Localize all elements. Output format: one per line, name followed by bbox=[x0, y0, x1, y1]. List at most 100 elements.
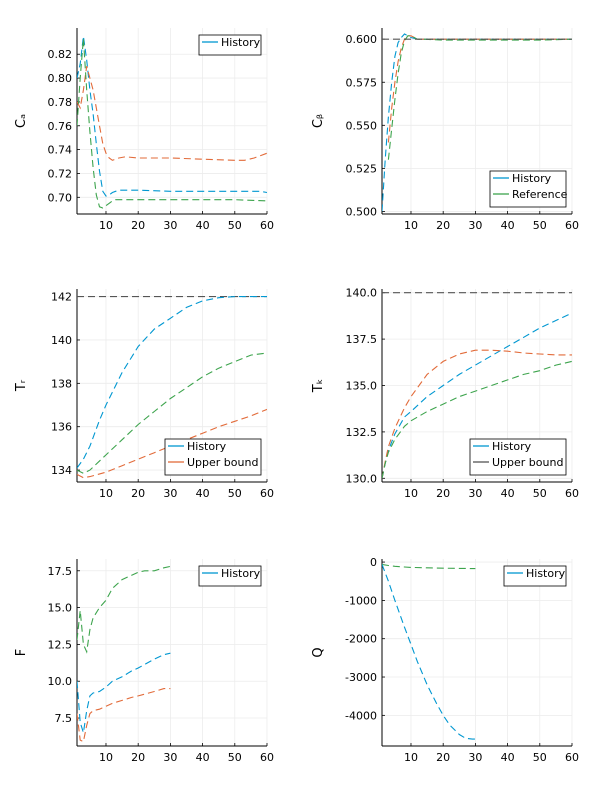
y-tick-label: 0.500 bbox=[346, 205, 378, 218]
y-tick-label: 0.600 bbox=[346, 33, 378, 46]
plot-Q: 10 20 30 40 50 60 0 -1000 -2000 -3000 -4000 Q Histor… bbox=[311, 556, 579, 764]
y-tick-label: 0.70 bbox=[48, 191, 73, 204]
x-tick-label: 40 bbox=[196, 219, 210, 232]
y-tick-label: 134 bbox=[51, 464, 72, 477]
y-tick-label: 0.76 bbox=[48, 120, 73, 133]
series-line-blue bbox=[382, 312, 572, 479]
legend-label: Upper bound bbox=[187, 456, 258, 469]
y-tick-label: 12.5 bbox=[48, 638, 73, 651]
y-axis-label: Q bbox=[311, 647, 326, 657]
plot-Tr: 10 20 30 40 50 60 134 136 138 140 142 Tᵣ History Uppe… bbox=[14, 289, 274, 500]
series-line-blue bbox=[77, 652, 171, 733]
y-tick-label: 0.72 bbox=[48, 167, 73, 180]
x-tick-label: 10 bbox=[404, 751, 418, 764]
legend-label: Reference bbox=[512, 188, 568, 201]
x-tick-label: 50 bbox=[533, 219, 547, 232]
legend-box bbox=[164, 438, 262, 476]
y-tick-label: 7.5 bbox=[55, 712, 73, 725]
y-tick-label: 0.525 bbox=[346, 162, 378, 175]
x-tick-label: 30 bbox=[468, 751, 482, 764]
x-tick-label: 50 bbox=[228, 219, 242, 232]
legend: History Upper bound bbox=[164, 438, 262, 476]
x-tick-label: 50 bbox=[228, 487, 242, 500]
y-tick-label: 17.5 bbox=[48, 565, 73, 578]
y-tick-label: 0 bbox=[370, 556, 377, 569]
y-tick-label: 0.82 bbox=[48, 48, 73, 61]
x-tick-label: 60 bbox=[260, 751, 274, 764]
legend-label: History bbox=[187, 440, 227, 453]
plot-Cbeta: 10 20 30 40 50 60 0.500 0.525 0.550 0.575 0.600 Cᵦ H… bbox=[311, 28, 579, 232]
x-tick-label: 60 bbox=[260, 219, 274, 232]
x-tick-label: 40 bbox=[501, 751, 515, 764]
legend-box bbox=[503, 565, 567, 587]
series-line-orange bbox=[382, 349, 572, 479]
series-line-green bbox=[382, 360, 572, 479]
x-tick-label: 60 bbox=[565, 751, 579, 764]
y-axis-label: F bbox=[14, 649, 29, 656]
x-tick-label: 40 bbox=[501, 219, 515, 232]
x-tick-label: 30 bbox=[163, 487, 177, 500]
legend-label: Upper bound bbox=[492, 456, 563, 469]
x-tick-label: 50 bbox=[533, 751, 547, 764]
y-tick-label: 138 bbox=[51, 377, 72, 390]
legend: History bbox=[198, 34, 262, 56]
x-tick-label: 10 bbox=[99, 219, 113, 232]
x-tick-label: 40 bbox=[501, 487, 515, 500]
legend: History bbox=[198, 565, 262, 587]
x-tick-label: 40 bbox=[196, 487, 210, 500]
x-tick-label: 10 bbox=[99, 487, 113, 500]
x-tick-label: 10 bbox=[99, 751, 113, 764]
plot-F: 10 20 30 40 50 60 7.5 10.0 12.5 15.0 17.5 F History bbox=[14, 559, 274, 764]
y-tick-label: 142 bbox=[51, 291, 72, 304]
y-tick-label: 132.5 bbox=[346, 426, 378, 439]
series-line-green bbox=[387, 35, 572, 160]
y-tick-label: 136 bbox=[51, 421, 72, 434]
legend-label: History bbox=[221, 567, 261, 580]
plot-Ca: 10 20 30 40 50 60 0.70 0.72 0.74 0.76 0.78 0.80 0.82… bbox=[14, 28, 274, 232]
legend-box bbox=[469, 438, 567, 476]
y-tick-label: 140.0 bbox=[346, 287, 378, 300]
y-axis-label: Tₖ bbox=[311, 379, 326, 393]
legend-box bbox=[198, 34, 262, 56]
y-axis-label: Cᵦ bbox=[311, 114, 326, 128]
series-line-green bbox=[382, 563, 476, 570]
x-tick-label: 30 bbox=[163, 219, 177, 232]
x-tick-label: 10 bbox=[404, 487, 418, 500]
plot-Tk: 10 20 30 40 50 60 130.0 132.5 135.0 137.5 140.0 Tₖ H… bbox=[311, 287, 579, 500]
series-line-orange bbox=[387, 35, 572, 143]
y-tick-label: 0.80 bbox=[48, 72, 73, 85]
series-line-green bbox=[77, 38, 267, 209]
x-tick-label: 60 bbox=[565, 487, 579, 500]
y-tick-label: -3000 bbox=[345, 671, 377, 684]
x-tick-label: 10 bbox=[404, 219, 418, 232]
y-tick-label: 0.74 bbox=[48, 144, 73, 157]
y-tick-label: 140 bbox=[51, 334, 72, 347]
x-tick-label: 20 bbox=[131, 219, 145, 232]
series-line-blue bbox=[382, 564, 476, 740]
x-tick-label: 20 bbox=[436, 487, 450, 500]
series-line-green bbox=[77, 565, 171, 654]
x-tick-label: 50 bbox=[228, 751, 242, 764]
y-tick-label: 0.550 bbox=[346, 119, 378, 132]
x-tick-label: 20 bbox=[131, 487, 145, 500]
x-tick-label: 30 bbox=[468, 219, 482, 232]
x-tick-label: 20 bbox=[436, 751, 450, 764]
y-tick-label: 135.0 bbox=[346, 380, 378, 393]
legend-label: History bbox=[221, 36, 261, 49]
y-tick-label: 10.0 bbox=[48, 675, 73, 688]
legend-label: History bbox=[526, 567, 566, 580]
y-tick-label: -2000 bbox=[345, 633, 377, 646]
legend: History Reference bbox=[489, 170, 568, 208]
series-line-orange bbox=[77, 408, 267, 479]
legend-label: History bbox=[512, 172, 552, 185]
series-line-blue bbox=[77, 36, 267, 197]
x-tick-label: 60 bbox=[565, 219, 579, 232]
series-line-green bbox=[77, 352, 267, 474]
x-tick-label: 50 bbox=[533, 487, 547, 500]
y-tick-label: 130.0 bbox=[346, 472, 378, 485]
x-tick-label: 20 bbox=[131, 751, 145, 764]
legend: History bbox=[503, 565, 567, 587]
legend-label: History bbox=[492, 440, 532, 453]
series-line-blue bbox=[382, 33, 572, 212]
